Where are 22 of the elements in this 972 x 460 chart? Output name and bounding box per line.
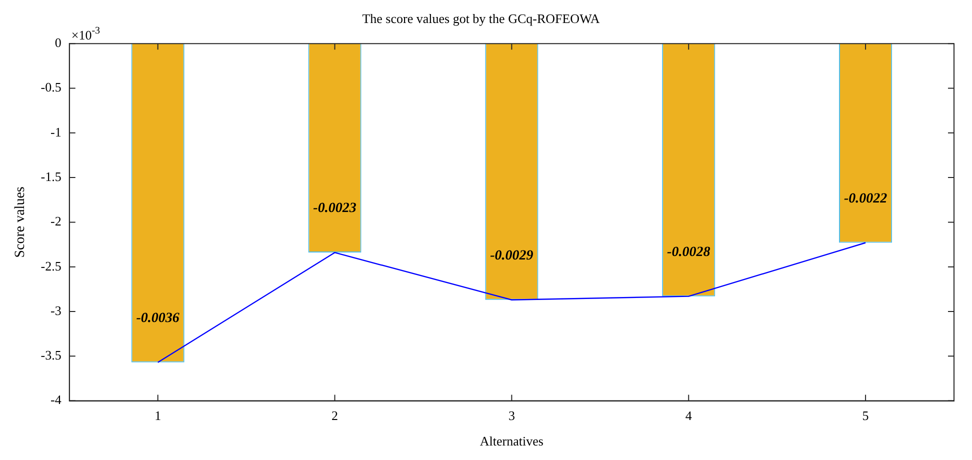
y-tick-label: -1 [50,124,62,140]
y-axis-title: Score values [13,186,28,258]
x-tick-label: 2 [332,408,338,424]
annotation: -0.0029 [490,248,534,264]
x-tick-label: 4 [685,408,692,424]
x-axis-title: Alternatives [480,434,544,449]
y-tick-label: 0 [54,35,62,50]
y-tick-label: -1.5 [40,168,62,184]
annotation: -0.0028 [667,244,710,260]
x-tick-label: 3 [508,408,515,424]
annotation: -0.0023 [313,201,356,216]
y-tick-label: -4 [50,392,62,408]
annotation: -0.0036 [136,311,180,326]
chart-title: The score values got by the GCq-ROFEOWA [362,11,600,26]
x-tick-label: 1 [154,408,162,424]
annotation: -0.0022 [844,191,888,206]
y-tick-label: -3 [50,302,62,318]
y-tick-label: -0.5 [40,80,62,95]
y-tick-label: -3.5 [40,348,62,363]
y-tick-label: -2.5 [40,258,62,274]
x-tick-label: 5 [862,408,869,424]
y-tick-label: -2 [50,214,62,229]
